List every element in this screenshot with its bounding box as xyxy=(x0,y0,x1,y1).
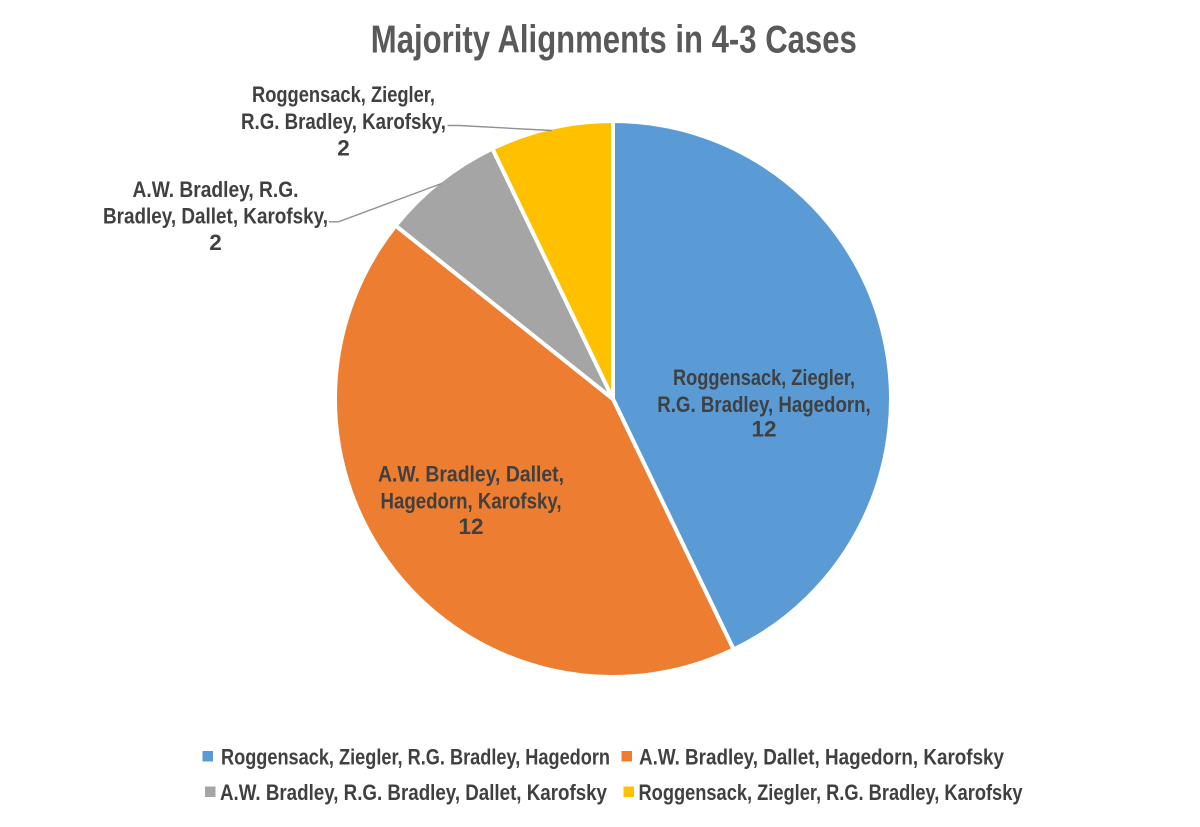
svg-text:Roggensack, Ziegler,: Roggensack, Ziegler, xyxy=(252,82,435,107)
svg-text:A.W. Bradley, Dallet,: A.W. Bradley, Dallet, xyxy=(378,462,564,487)
svg-text:Hagedorn, Karofsky,: Hagedorn, Karofsky, xyxy=(381,488,562,513)
svg-text:2: 2 xyxy=(337,136,350,161)
svg-text:2: 2 xyxy=(209,230,222,255)
svg-text:12: 12 xyxy=(751,417,776,442)
svg-text:Roggensack, Ziegler, R.G. Brad: Roggensack, Ziegler, R.G. Bradley, Haged… xyxy=(221,745,610,770)
svg-text:Bradley, Dallet, Karofsky,: Bradley, Dallet, Karofsky, xyxy=(103,204,328,229)
svg-text:A.W. Bradley, R.G. Bradley, Da: A.W. Bradley, R.G. Bradley, Dallet, Karo… xyxy=(220,780,607,805)
svg-text:A.W. Bradley, Dallet, Hagedorn: A.W. Bradley, Dallet, Hagedorn, Karofsky xyxy=(639,745,1004,770)
svg-text:R.G. Bradley, Hagedorn,: R.G. Bradley, Hagedorn, xyxy=(657,392,871,417)
svg-text:12: 12 xyxy=(458,514,483,539)
svg-text:Roggensack, Ziegler, R.G. Brad: Roggensack, Ziegler, R.G. Bradley, Karof… xyxy=(639,780,1023,805)
svg-text:Majority Alignments in 4-3 Cas: Majority Alignments in 4-3 Cases xyxy=(371,18,857,61)
svg-text:A.W. Bradley, R.G.: A.W. Bradley, R.G. xyxy=(133,177,299,202)
svg-text:R.G. Bradley, Karofsky,: R.G. Bradley, Karofsky, xyxy=(241,109,446,134)
svg-text:Roggensack, Ziegler,: Roggensack, Ziegler, xyxy=(673,365,855,390)
